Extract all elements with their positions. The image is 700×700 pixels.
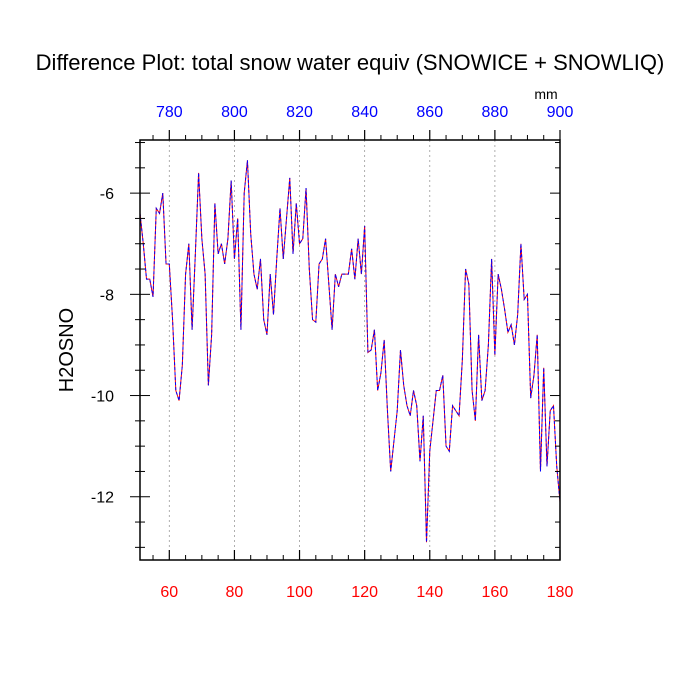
x-tick-label: 180: [547, 584, 574, 601]
top-tick-label: 780: [156, 104, 183, 121]
chart-title: Difference Plot: total snow water equiv …: [36, 50, 665, 75]
top-tick-label: 880: [482, 104, 509, 121]
y-tick-label: -6: [100, 186, 114, 203]
x-tick-label: 120: [351, 584, 378, 601]
top-tick-label: 820: [286, 104, 313, 121]
y-axis-labels: -6 -8 -10 -12: [91, 186, 114, 507]
x-tick-label: 80: [226, 584, 244, 601]
top-tick-label: 840: [351, 104, 378, 121]
top-tick-label: 800: [221, 104, 248, 121]
y-axis-title: H2OSNO: [56, 308, 78, 392]
plot-frame: [139, 139, 561, 561]
bottom-axis-labels: 60 80 100 120 140 160 180: [160, 584, 573, 601]
y-tick-label: -8: [100, 287, 114, 304]
top-tick-label: 860: [416, 104, 443, 121]
grid-lines: [168, 140, 496, 560]
x-tick-label: 160: [482, 584, 509, 601]
data-series: [139, 160, 561, 543]
top-tick-label: 900: [547, 104, 574, 121]
y-tick-label: -10: [91, 389, 114, 406]
units-label: mm: [534, 86, 557, 102]
y-tick-label: -12: [91, 490, 114, 507]
series-line-red: [139, 160, 561, 543]
x-tick-label: 60: [160, 584, 178, 601]
x-tick-label: 100: [286, 584, 313, 601]
tick-marks: [130, 130, 561, 560]
x-tick-label: 140: [416, 584, 443, 601]
series-line-blue-dashed: [139, 160, 561, 543]
top-axis-labels: 780 800 820 840 860 880 900: [156, 104, 573, 121]
